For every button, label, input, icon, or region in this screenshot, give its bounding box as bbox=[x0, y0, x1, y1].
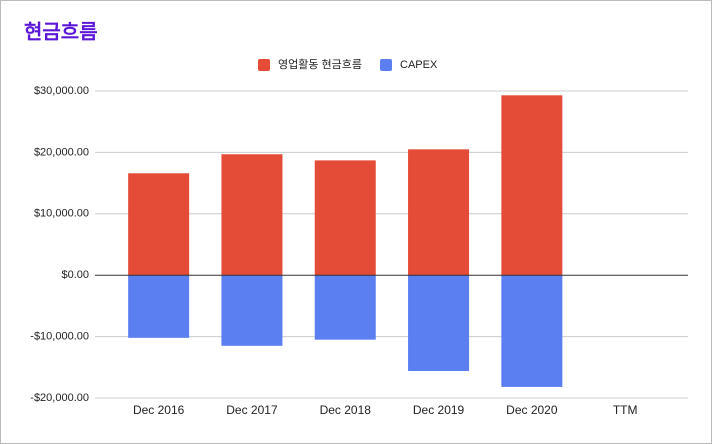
x-tick-label: TTM bbox=[613, 403, 638, 417]
legend-swatch bbox=[258, 59, 270, 71]
x-tick-label: Dec 2019 bbox=[413, 403, 465, 417]
y-tick-label: $0.00 bbox=[61, 269, 89, 281]
bar bbox=[314, 275, 376, 340]
x-tick-label: Dec 2017 bbox=[226, 403, 278, 417]
legend-label: 영업활동 현금흐름 bbox=[278, 57, 362, 71]
bar bbox=[221, 154, 283, 276]
y-tick-label: -$20,000.00 bbox=[30, 392, 89, 404]
legend: 영업활동 현금흐름 CAPEX bbox=[258, 57, 438, 71]
bar bbox=[128, 275, 190, 338]
bar bbox=[501, 95, 563, 276]
x-tick-label: Dec 2016 bbox=[133, 403, 185, 417]
chart-title: 현금흐름 bbox=[24, 20, 98, 43]
x-tick-label: Dec 2020 bbox=[506, 403, 558, 417]
bar bbox=[221, 275, 283, 346]
bar bbox=[314, 160, 376, 276]
y-tick-label: $20,000.00 bbox=[34, 146, 89, 158]
bar bbox=[408, 275, 470, 371]
y-tick-label: -$10,000.00 bbox=[30, 331, 89, 343]
x-tick-label: Dec 2018 bbox=[320, 403, 372, 417]
y-tick-label: $10,000.00 bbox=[34, 208, 89, 220]
bar bbox=[408, 149, 470, 276]
legend-swatch bbox=[380, 59, 393, 71]
legend-label: CAPEX bbox=[400, 59, 438, 71]
bar bbox=[501, 275, 563, 387]
bar bbox=[128, 173, 190, 276]
y-tick-label: $30,000.00 bbox=[34, 85, 89, 97]
